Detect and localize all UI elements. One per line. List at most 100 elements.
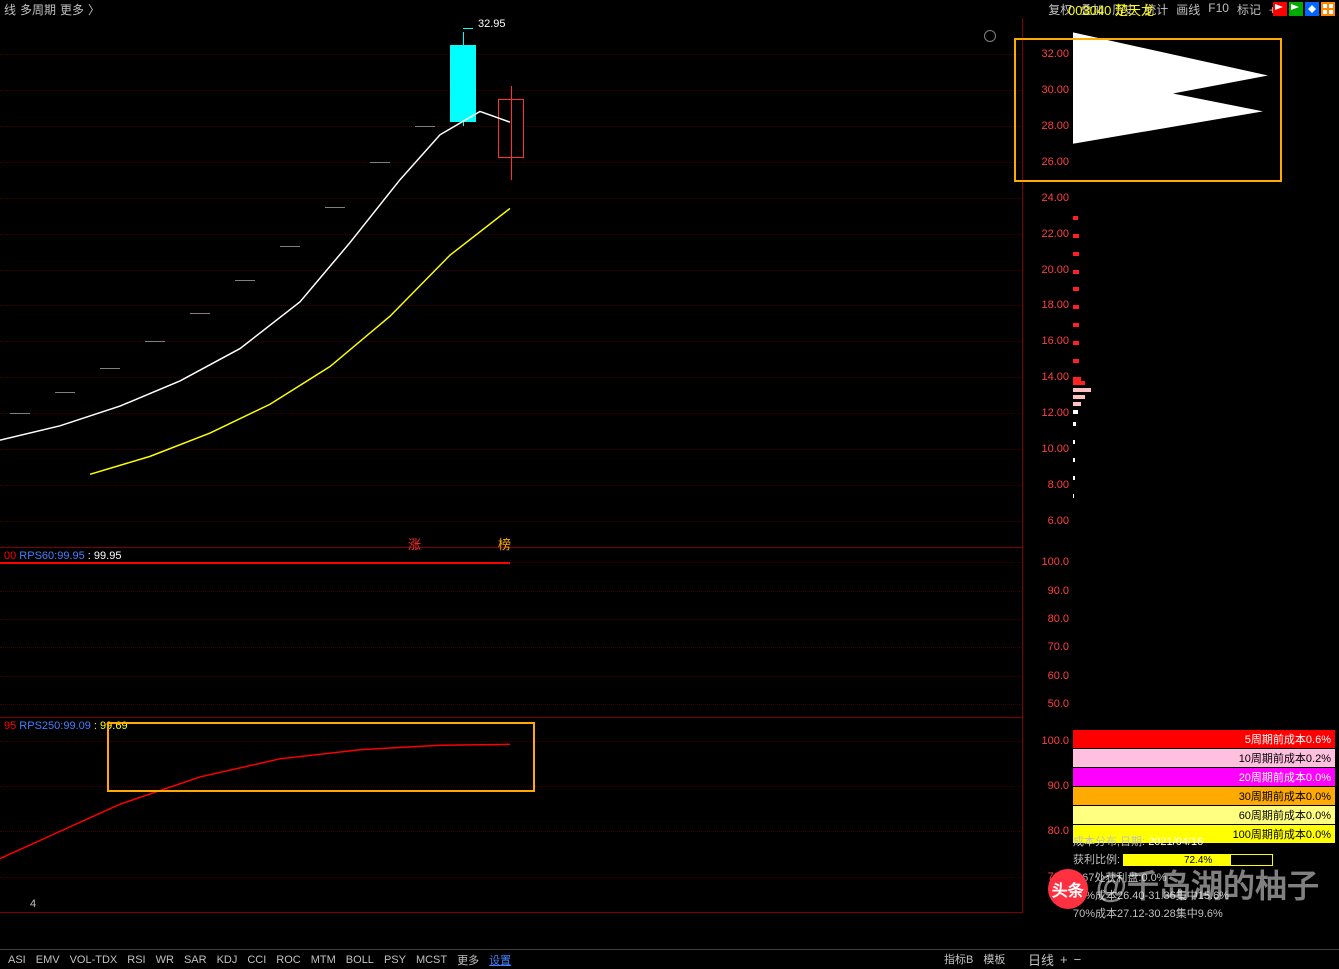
gridline — [0, 305, 1022, 306]
price-tick: 14.00 — [1041, 371, 1069, 383]
price-tick: 8.00 — [1048, 479, 1069, 491]
volume-profile-bar — [1073, 458, 1075, 462]
indicator-tab-boll[interactable]: BOLL — [342, 953, 378, 967]
volume-profile-bar — [1073, 381, 1085, 385]
axis-tick: 90.0 — [1048, 585, 1069, 597]
zoom-out-button[interactable]: − — [1074, 952, 1082, 967]
gridline — [0, 591, 1022, 592]
gridline — [0, 676, 1022, 677]
rps60-y-axis: 100.090.080.070.060.050.0 — [1023, 548, 1073, 718]
top-menu-left: 线 多周期 更多 〉 — [4, 1, 100, 18]
flag-green-icon[interactable] — [1289, 2, 1303, 16]
close-tick — [370, 162, 390, 163]
indicator-tab-mtm[interactable]: MTM — [307, 953, 340, 967]
flag-blue-icon[interactable] — [1305, 2, 1319, 16]
gridline — [0, 877, 1022, 878]
settings-link[interactable]: 设置 — [485, 951, 515, 969]
menu-more[interactable]: 更多 — [60, 1, 84, 18]
indicator-tab-cci[interactable]: CCI — [243, 953, 270, 967]
cost-legend-line: 60周期前成本0.0% — [1073, 806, 1335, 824]
close-tick — [235, 280, 255, 281]
cost-legend-line: 20周期前成本0.0% — [1073, 768, 1335, 786]
volume-profile-bar — [1073, 494, 1074, 498]
gridline — [0, 831, 1022, 832]
rps60-line — [0, 562, 510, 564]
menu-multi-period[interactable]: 多周期 — [20, 1, 56, 18]
volume-profile-bar — [1073, 305, 1079, 309]
chevron-right-icon: 〉 — [88, 1, 100, 18]
gridline — [0, 521, 1022, 522]
header-part: 00 — [4, 550, 16, 562]
volume-profile-bar — [1073, 440, 1075, 444]
layout-icon[interactable] — [1321, 2, 1335, 16]
cost-legend-line: 30周期前成本0.0% — [1073, 787, 1335, 805]
indicator-tab-psy[interactable]: PSY — [380, 953, 410, 967]
highlight-box — [1014, 38, 1282, 182]
close-tick — [100, 368, 120, 369]
gridline — [0, 413, 1022, 414]
header-part: RPS60:99.95 — [16, 550, 85, 562]
price-tick: 24.00 — [1041, 192, 1069, 204]
cost-legend-line: 5周期前成本0.6% — [1073, 730, 1335, 748]
indicator-tab-kdj[interactable]: KDJ — [213, 953, 242, 967]
candle-wick — [511, 86, 512, 179]
candle-wick — [463, 32, 464, 125]
gridline — [0, 377, 1022, 378]
indicator-tab-roc[interactable]: ROC — [272, 953, 304, 967]
header-part: : 99.95 — [85, 550, 122, 562]
price-tick: 10.00 — [1041, 443, 1069, 455]
menu-mark[interactable]: 标记 — [1234, 1, 1264, 18]
volume-profile-bar — [1073, 341, 1079, 345]
indicator-tab-vol-tdx[interactable]: VOL-TDX — [66, 953, 122, 967]
gridline — [0, 647, 1022, 648]
axis-tick: 90.0 — [1048, 780, 1069, 792]
volume-profile-bar — [1073, 410, 1078, 414]
header-part: 95 — [4, 720, 16, 732]
indicator-tab-mcst[interactable]: MCST — [412, 953, 451, 967]
volume-profile-bar — [1073, 216, 1078, 220]
volume-profile-bar — [1073, 323, 1079, 327]
tab-indicator-b[interactable]: 指标B — [940, 950, 977, 968]
gridline — [0, 485, 1022, 486]
indicator-tabs: ASIEMVVOL-TDXRSIWRSARKDJCCIROCMTMBOLLPSY… — [0, 949, 1339, 969]
stock-info: 003040 楚天龙 — [1068, 0, 1154, 19]
close-tick — [190, 313, 210, 314]
indicator-tab-asi[interactable]: ASI — [4, 953, 30, 967]
menu-drawline[interactable]: 画线 — [1173, 1, 1203, 18]
indicator-tab-rsi[interactable]: RSI — [123, 953, 149, 967]
main-price-chart[interactable]: 32.95涨榜 — [0, 18, 1023, 548]
high-price-label: 32.95 — [478, 18, 506, 30]
axis-tick: 100.0 — [1041, 735, 1069, 747]
volume-profile-bar — [1073, 388, 1091, 392]
gridline — [0, 270, 1022, 271]
rps60-panel[interactable]: 00 RPS60:99.95 : 99.95 — [0, 548, 1023, 718]
period-label[interactable]: 日线 — [1028, 950, 1054, 969]
price-tick: 20.00 — [1041, 264, 1069, 276]
tab-template[interactable]: 模板 — [979, 950, 1009, 968]
volume-profile-bar — [1073, 395, 1085, 399]
color-palette-icons — [1273, 2, 1335, 16]
gridline — [0, 234, 1022, 235]
axis-tick: 80.0 — [1048, 613, 1069, 625]
close-tick — [10, 413, 30, 414]
indicator-tab-更多[interactable]: 更多 — [453, 951, 483, 969]
axis-tick: 80.0 — [1048, 825, 1069, 837]
flag-red-icon[interactable] — [1273, 2, 1287, 16]
volume-profile-bar — [1073, 287, 1079, 291]
close-tick — [55, 392, 75, 393]
price-tick: 12.00 — [1041, 407, 1069, 419]
gridline — [0, 198, 1022, 199]
indicator-tab-sar[interactable]: SAR — [180, 953, 211, 967]
indicator-tab-wr[interactable]: WR — [152, 953, 178, 967]
price-tick: 18.00 — [1041, 299, 1069, 311]
zoom-in-button[interactable]: + — [1060, 952, 1068, 967]
volume-profile-bar — [1073, 476, 1075, 480]
indicator-tab-emv[interactable]: EMV — [32, 953, 64, 967]
menu-f10[interactable]: F10 — [1205, 1, 1232, 18]
zoom-controls: 日线 + − — [1028, 949, 1081, 969]
menu-xian[interactable]: 线 — [4, 1, 16, 18]
axis-tick: 70.0 — [1048, 641, 1069, 653]
close-tick — [415, 126, 435, 127]
header-part: RPS250:99.09 — [16, 720, 91, 732]
rps60-header: 00 RPS60:99.95 : 99.95 — [4, 550, 121, 562]
